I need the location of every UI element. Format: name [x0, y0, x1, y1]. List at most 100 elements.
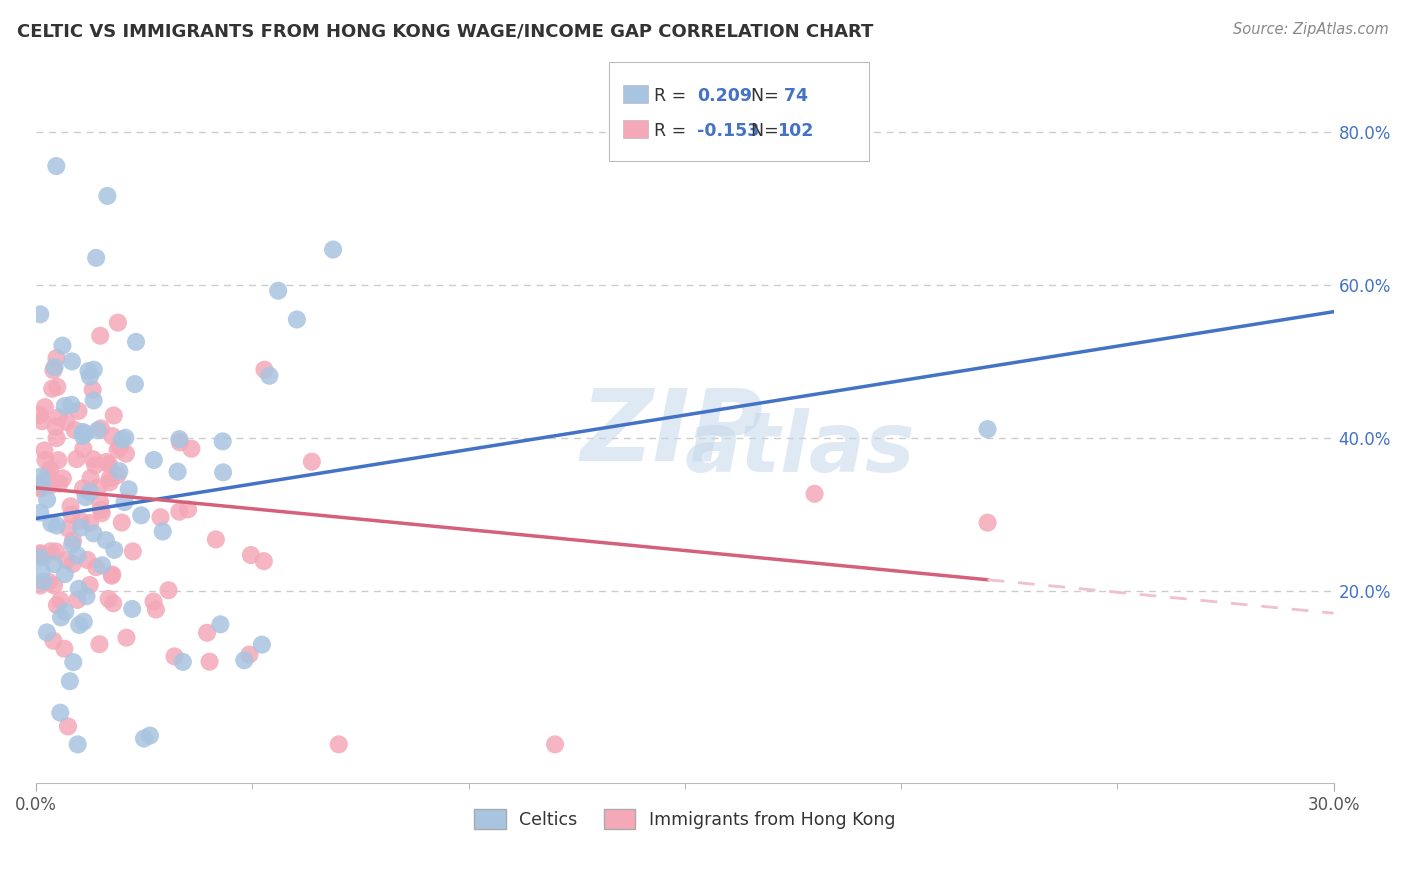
Point: [59, 674, 82, 689]
Point: [114, 495, 136, 509]
Point: [45, 598, 67, 612]
Point: [163, 649, 186, 664]
Point: [30, 506, 52, 520]
Point: [118, 483, 141, 497]
Point: [62, 533, 84, 548]
Point: [90, 421, 112, 435]
Point: [55, 553, 77, 567]
Point: [49, 593, 72, 607]
Point: [98, 471, 121, 485]
Point: [101, 429, 124, 443]
Text: CELTIC VS IMMIGRANTS FROM HONG KONG WAGE/INCOME GAP CORRELATION CHART: CELTIC VS IMMIGRANTS FROM HONG KONG WAGE…: [17, 22, 873, 40]
Point: [79, 485, 101, 500]
Point: [172, 655, 194, 669]
Point: [48, 476, 70, 491]
Point: [301, 455, 323, 469]
Point: [44, 359, 66, 374]
Point: [142, 594, 165, 608]
Point: [238, 648, 260, 662]
Point: [35, 492, 58, 507]
Point: [49, 706, 72, 720]
Point: [34, 443, 56, 458]
Point: [73, 615, 96, 629]
Point: [38, 574, 60, 589]
Text: 0.209: 0.209: [697, 87, 752, 104]
Point: [253, 362, 276, 376]
Point: [84, 458, 107, 473]
Text: R =: R =: [654, 122, 692, 140]
Point: [39, 478, 62, 492]
Point: [79, 471, 101, 485]
Point: [67, 618, 90, 632]
Point: [285, 312, 308, 326]
Point: [62, 557, 84, 571]
Point: [100, 568, 122, 582]
Point: [90, 503, 112, 517]
Text: R =: R =: [654, 87, 692, 104]
Point: [107, 468, 129, 483]
Point: [52, 471, 75, 485]
Point: [142, 453, 165, 467]
Point: [45, 518, 67, 533]
Point: [45, 431, 67, 445]
Point: [107, 316, 129, 330]
Point: [72, 425, 94, 439]
Point: [84, 560, 107, 574]
Point: [37, 467, 59, 482]
Point: [177, 502, 200, 516]
Point: [152, 524, 174, 539]
Point: [259, 368, 281, 383]
Point: [145, 602, 167, 616]
Point: [30, 546, 52, 560]
Point: [169, 432, 191, 446]
Point: [111, 516, 134, 530]
Point: [89, 495, 111, 509]
Point: [72, 482, 94, 496]
Point: [65, 452, 87, 467]
Point: [30, 578, 52, 592]
Point: [45, 159, 67, 173]
Point: [60, 537, 83, 551]
Point: [114, 431, 136, 445]
Point: [39, 462, 62, 476]
Point: [45, 420, 67, 434]
Point: [42, 557, 65, 571]
Text: 74: 74: [778, 87, 807, 104]
Point: [46, 453, 69, 467]
Point: [30, 548, 52, 562]
Point: [239, 548, 262, 562]
Point: [82, 452, 104, 467]
Point: [30, 550, 52, 565]
Point: [45, 544, 67, 558]
Point: [59, 500, 82, 514]
Point: [31, 563, 53, 577]
Point: [84, 251, 107, 265]
Text: atlas: atlas: [685, 408, 915, 489]
Point: [77, 364, 100, 378]
Point: [124, 377, 146, 392]
Point: [67, 404, 90, 418]
Point: [39, 544, 62, 558]
Point: [49, 610, 72, 624]
Legend: Celtics, Immigrants from Hong Kong: Celtics, Immigrants from Hong Kong: [467, 802, 903, 836]
Point: [42, 363, 65, 377]
Point: [205, 533, 228, 547]
Point: [115, 631, 138, 645]
Point: [89, 328, 111, 343]
Point: [83, 362, 105, 376]
Point: [35, 625, 58, 640]
Point: [101, 567, 124, 582]
Point: [53, 605, 76, 619]
Point: [56, 522, 79, 536]
Point: [66, 549, 89, 563]
Point: [30, 481, 52, 495]
Point: [55, 415, 77, 429]
Point: [91, 558, 114, 573]
Point: [108, 464, 131, 478]
Point: [30, 307, 52, 321]
Point: [267, 284, 290, 298]
Point: [51, 338, 73, 352]
Point: [53, 641, 76, 656]
Point: [97, 591, 120, 606]
Point: [96, 455, 118, 469]
